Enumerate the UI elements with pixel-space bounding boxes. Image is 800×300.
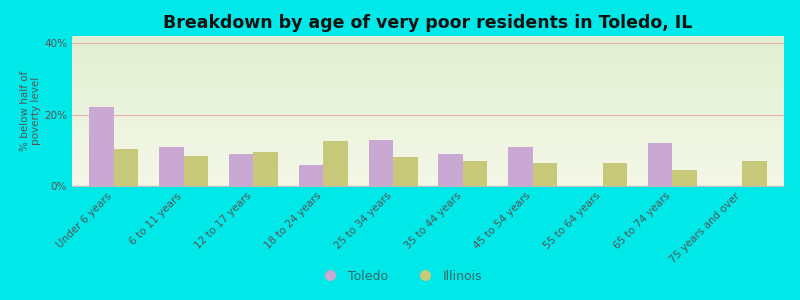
- Bar: [114, 148, 138, 186]
- Bar: [90, 107, 114, 186]
- Bar: [229, 154, 254, 186]
- Bar: [254, 152, 278, 186]
- Bar: [672, 170, 697, 186]
- Bar: [159, 147, 184, 186]
- Bar: [463, 161, 487, 186]
- Bar: [508, 147, 533, 186]
- Title: Breakdown by age of very poor residents in Toledo, IL: Breakdown by age of very poor residents …: [163, 14, 693, 32]
- Bar: [742, 161, 766, 186]
- Bar: [299, 165, 323, 186]
- Bar: [393, 158, 418, 186]
- Bar: [369, 140, 393, 186]
- Bar: [648, 143, 672, 186]
- Bar: [438, 154, 463, 186]
- Bar: [184, 156, 208, 186]
- Bar: [323, 141, 348, 186]
- Bar: [602, 163, 627, 186]
- Bar: [533, 163, 557, 186]
- Legend: Toledo, Illinois: Toledo, Illinois: [313, 265, 487, 288]
- Y-axis label: % below half of
poverty level: % below half of poverty level: [20, 71, 42, 151]
